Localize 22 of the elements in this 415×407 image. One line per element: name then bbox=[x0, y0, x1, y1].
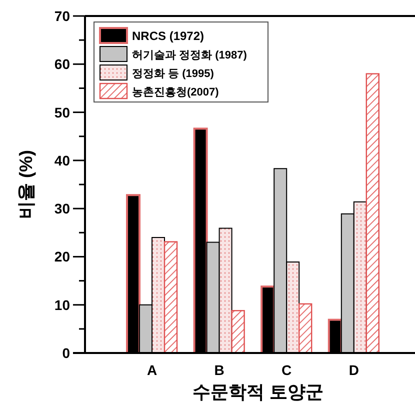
x-axis-title: 수문학적 토양군 bbox=[192, 382, 324, 402]
y-tick-label: 0 bbox=[62, 345, 70, 361]
legend-label: 정정화 등 (1995) bbox=[132, 68, 214, 80]
x-tick-label: A bbox=[146, 362, 158, 378]
y-tick-label: 30 bbox=[54, 200, 70, 217]
y-tick-label: 40 bbox=[54, 152, 70, 168]
bar bbox=[366, 73, 380, 354]
legend-label: 허기술과 정정화 (1987) bbox=[132, 50, 248, 62]
bar bbox=[298, 303, 312, 354]
bar bbox=[231, 310, 245, 354]
x-tick-label: C bbox=[282, 362, 292, 378]
legend-label: 농촌진흥청(2007) bbox=[132, 86, 220, 98]
legend-label: NRCS (1972) bbox=[132, 29, 204, 43]
x-tick-label: D bbox=[348, 362, 359, 378]
y-axis-title: 비율 (%) bbox=[16, 150, 36, 219]
y-tick-label: 50 bbox=[54, 104, 70, 120]
bar bbox=[164, 241, 178, 354]
y-tick-label: 70 bbox=[54, 8, 70, 24]
x-tick-label: B bbox=[214, 362, 224, 378]
y-tick-label: 10 bbox=[54, 296, 70, 313]
y-tick-label: 60 bbox=[54, 56, 70, 72]
y-tick-label: 20 bbox=[54, 248, 70, 265]
